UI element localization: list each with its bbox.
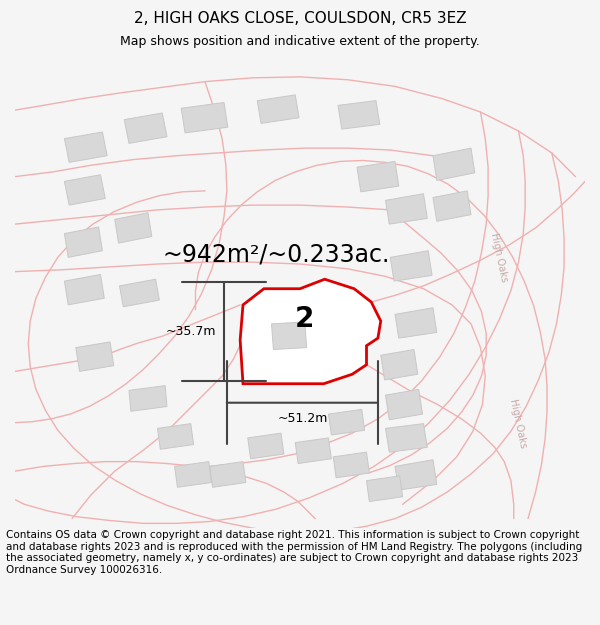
Polygon shape (295, 438, 331, 464)
Polygon shape (386, 389, 422, 420)
Polygon shape (248, 433, 284, 459)
Polygon shape (381, 349, 418, 380)
Polygon shape (271, 322, 307, 349)
Polygon shape (129, 386, 167, 411)
Polygon shape (338, 101, 380, 129)
Polygon shape (329, 409, 365, 435)
Polygon shape (64, 175, 105, 205)
Polygon shape (271, 322, 307, 349)
Polygon shape (333, 452, 370, 478)
Polygon shape (181, 102, 228, 133)
Polygon shape (64, 132, 107, 162)
Polygon shape (64, 227, 103, 258)
Polygon shape (210, 462, 246, 488)
Polygon shape (124, 113, 167, 143)
Polygon shape (240, 279, 381, 384)
Text: Map shows position and indicative extent of the property.: Map shows position and indicative extent… (120, 34, 480, 48)
Text: High Oaks: High Oaks (508, 398, 529, 449)
Polygon shape (433, 191, 471, 221)
Polygon shape (433, 148, 475, 181)
Polygon shape (357, 161, 399, 192)
Polygon shape (367, 476, 403, 501)
Polygon shape (386, 424, 427, 452)
Polygon shape (64, 274, 104, 305)
Polygon shape (395, 308, 437, 338)
Text: 2: 2 (295, 306, 314, 333)
Text: High Oaks: High Oaks (490, 232, 509, 283)
Text: ~942m²/~0.233ac.: ~942m²/~0.233ac. (162, 242, 389, 266)
Text: 2, HIGH OAKS CLOSE, COULSDON, CR5 3EZ: 2, HIGH OAKS CLOSE, COULSDON, CR5 3EZ (134, 11, 466, 26)
Polygon shape (175, 462, 212, 488)
Polygon shape (390, 251, 432, 281)
Text: ~51.2m: ~51.2m (277, 412, 328, 425)
Text: ~35.7m: ~35.7m (166, 325, 217, 338)
Polygon shape (119, 279, 160, 307)
Polygon shape (395, 460, 437, 490)
Text: Contains OS data © Crown copyright and database right 2021. This information is : Contains OS data © Crown copyright and d… (6, 530, 582, 575)
Polygon shape (76, 342, 114, 371)
Polygon shape (257, 95, 299, 123)
Polygon shape (386, 194, 427, 224)
Polygon shape (157, 424, 194, 449)
Polygon shape (115, 213, 152, 243)
